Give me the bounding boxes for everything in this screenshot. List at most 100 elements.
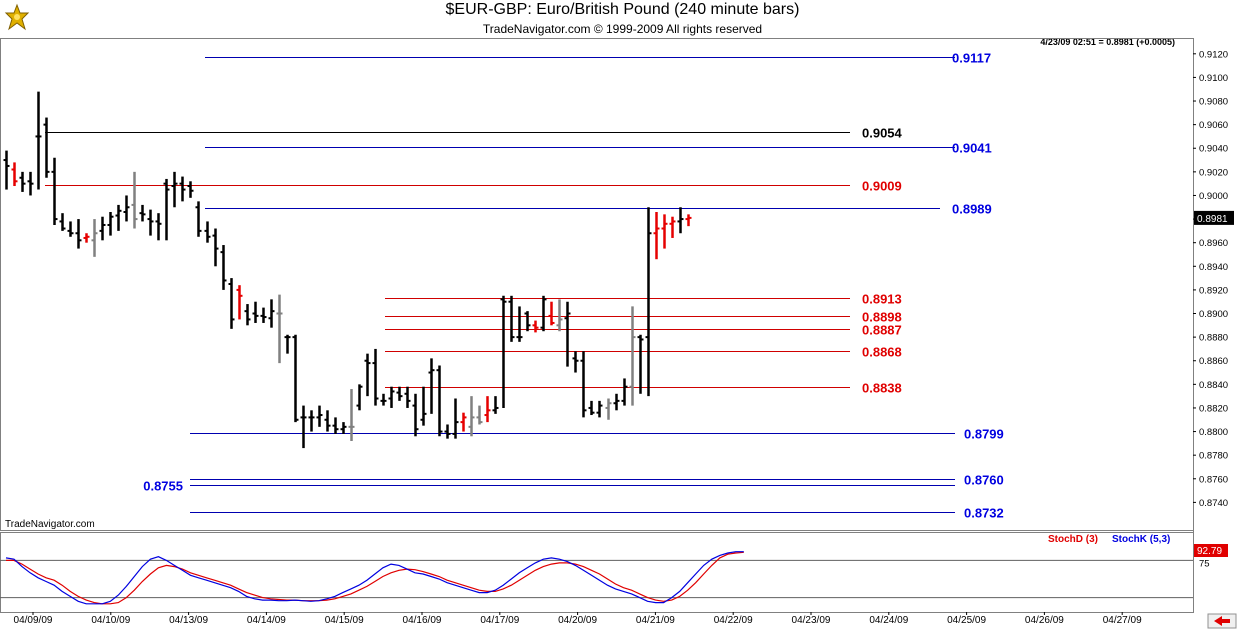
x-axis-tick-label: 04/14/09: [247, 615, 286, 626]
level-label: 0.8989: [952, 202, 992, 217]
last-quote-readout: 4/23/09 02:51 = 0.8981 (+0.0005): [1040, 37, 1175, 47]
ohlc-bar: [115, 204, 122, 231]
stoch-series-line: [6, 551, 744, 605]
ohlc-bar: [155, 213, 162, 241]
ohlc-bar: [27, 171, 34, 196]
ohlc-bar: [637, 334, 644, 394]
x-axis-tick-label: 04/20/09: [558, 615, 597, 626]
ohlc-bar: [220, 245, 227, 290]
level-label: 0.8760: [964, 473, 1004, 488]
ohlc-bar: [147, 209, 154, 236]
chart-title: $EUR-GBP: Euro/British Pound (240 minute…: [445, 1, 800, 18]
trade-navigator-logo-icon[interactable]: [4, 3, 30, 33]
ohlc-bar: [460, 412, 467, 432]
ohlc-bar: [51, 157, 58, 225]
ohlc-bar: [19, 171, 26, 192]
ohlc-bar: [436, 365, 443, 437]
ohlc-bar: [260, 307, 267, 323]
stoch-y-tick-label: 75: [1199, 559, 1210, 570]
ohlc-bar: [364, 353, 371, 397]
y-axis-tick-label: 0.9040: [1199, 144, 1228, 155]
y-axis-tick-label: 0.8880: [1199, 333, 1228, 344]
ohlc-bar: [308, 410, 315, 432]
ohlc-bar: [300, 405, 307, 449]
last-price-label: 0.8981: [1197, 214, 1228, 225]
ohlc-bar: [99, 216, 106, 241]
stoch-legend-k: StochK (5,3): [1112, 534, 1170, 545]
ohlc-bar: [43, 117, 50, 178]
y-axis-tick-label: 0.9000: [1199, 191, 1228, 202]
x-axis-tick-label: 04/13/09: [169, 615, 208, 626]
y-axis-tick-label: 0.8800: [1199, 427, 1228, 438]
ohlc-bar: [380, 393, 387, 406]
level-label: 0.9054: [862, 126, 903, 141]
x-axis-tick-label: 04/10/09: [91, 615, 130, 626]
y-axis-tick-label: 0.8760: [1199, 474, 1228, 485]
y-axis-tick-label: 0.9060: [1199, 120, 1228, 131]
ohlc-bar: [677, 207, 684, 234]
ohlc-bar: [340, 422, 347, 434]
ohlc-bar: [516, 306, 523, 342]
scroll-left-button[interactable]: [1207, 613, 1237, 629]
left-arrow-icon: [1214, 616, 1230, 626]
ohlc-bar: [107, 211, 114, 236]
level-label: 0.8913: [862, 292, 902, 307]
x-axis-tick-label: 04/21/09: [636, 615, 675, 626]
ohlc-bar: [396, 386, 403, 401]
ohlc-bar: [316, 405, 323, 427]
x-axis-tick-label: 04/27/09: [1103, 615, 1142, 626]
ohlc-bar: [580, 351, 587, 418]
level-label: 0.8838: [862, 381, 902, 396]
ohlc-bar: [75, 219, 82, 249]
level-label: 0.8898: [862, 310, 902, 325]
y-axis-tick-label: 0.8920: [1199, 285, 1228, 296]
ohlc-bar: [452, 398, 459, 439]
ohlc-bar: [468, 396, 475, 437]
y-axis-tick-label: 0.8900: [1199, 309, 1228, 320]
ohlc-bar: [653, 211, 660, 260]
ohlc-bar: [596, 400, 603, 418]
ohlc-bar: [621, 378, 628, 406]
x-axis-tick-label: 04/17/09: [480, 615, 519, 626]
ohlc-bar: [83, 233, 90, 243]
ohlc-bar: [588, 400, 595, 416]
ohlc-bar: [131, 171, 138, 229]
x-axis-tick-label: 04/25/09: [947, 615, 986, 626]
ohlc-bar: [572, 351, 579, 373]
level-label: 0.9117: [952, 51, 991, 66]
ohlc-bar: [476, 405, 483, 425]
ohlc-bar: [661, 214, 668, 249]
ohlc-bar: [388, 386, 395, 408]
ohlc-bar: [420, 386, 427, 426]
level-label: 0.9041: [952, 141, 992, 156]
stoch-legend-d: StochD (3): [1048, 534, 1098, 545]
x-axis-tick-label: 04/24/09: [869, 615, 908, 626]
ohlc-bar: [372, 348, 379, 406]
ohlc-bar: [356, 384, 363, 411]
x-axis-tick-label: 04/16/09: [403, 615, 442, 626]
y-axis-tick-label: 0.9120: [1199, 49, 1228, 60]
ohlc-bar: [35, 91, 42, 190]
ohlc-bar: [228, 278, 235, 329]
stoch-last-value-box: [1194, 544, 1228, 557]
x-axis-tick-label: 04/22/09: [714, 615, 753, 626]
chart-header: $EUR-GBP: Euro/British Pound (240 minute…: [0, 0, 1245, 38]
ohlc-bar: [123, 195, 130, 222]
x-axis-tick-label: 04/23/09: [792, 615, 831, 626]
y-axis-tick-label: 0.9100: [1199, 73, 1228, 84]
ohlc-bar: [613, 393, 620, 411]
ohlc-bar: [268, 299, 275, 328]
ohlc-bar: [284, 334, 291, 354]
ohlc-bar: [163, 178, 170, 241]
y-axis-tick-label: 0.9080: [1199, 97, 1228, 108]
ohlc-bar: [492, 396, 499, 414]
ohlc-bar: [348, 389, 355, 442]
ohlc-bar: [508, 295, 515, 342]
ohlc-bar: [524, 311, 531, 332]
watermark-text: TradeNavigator.com: [5, 519, 95, 530]
level-label: 0.8868: [862, 345, 902, 360]
y-axis-tick-label: 0.8820: [1199, 403, 1228, 414]
ohlc-bar: [532, 320, 539, 333]
y-axis-tick-label: 0.8740: [1199, 498, 1228, 509]
